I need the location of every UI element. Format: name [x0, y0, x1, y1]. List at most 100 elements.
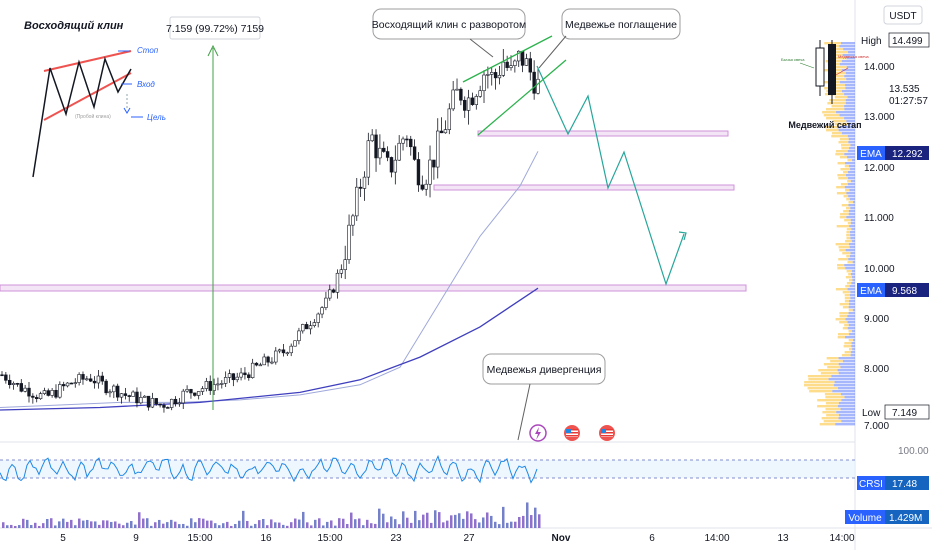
volume-profile-bar-down [850, 168, 855, 171]
volume-bar [94, 521, 97, 528]
volume-profile-bar-down [838, 129, 855, 132]
lightning-icon[interactable] [529, 424, 547, 442]
candle-body [31, 395, 35, 398]
volume-bar [262, 518, 265, 528]
candle-body [46, 390, 50, 396]
volume-profile-bar-down [850, 144, 855, 147]
volume-profile-bar-down [841, 420, 855, 423]
candle-body [393, 159, 398, 173]
candle-body [115, 385, 120, 398]
volume-profile-bar-up [835, 288, 848, 291]
volume-bar [282, 524, 285, 528]
candle-body [509, 65, 513, 68]
volume-profile-bar-up [844, 324, 849, 327]
candle-body [200, 388, 205, 392]
candle-body [459, 88, 463, 101]
volume-bar [418, 520, 421, 528]
volume-bar [254, 523, 257, 528]
setup-title: Медвежий сетап [788, 120, 861, 130]
ema-slow-line [0, 287, 539, 411]
price-tick-label: 11.000 [864, 213, 894, 224]
volume-profile-bar-down [848, 210, 855, 213]
volume-bar [386, 522, 389, 528]
currency-label[interactable]: USDT [889, 11, 916, 22]
candle-body [123, 393, 128, 396]
volume-profile-bar-up [840, 213, 849, 216]
volume-profile-bar-up [847, 159, 853, 162]
candle-body [320, 307, 324, 315]
volume-profile-bar-up [846, 282, 852, 285]
candle-body [335, 272, 340, 293]
volume-bar [510, 521, 513, 528]
candle-body [173, 398, 178, 405]
volume-bar [6, 525, 9, 528]
volume-profile-bar-down [844, 93, 855, 96]
us-flag-event-icon[interactable] [564, 425, 580, 441]
candle-body [127, 395, 131, 397]
price-tags: High 14.499 13.535 01:27:57 EMA 12.292 E… [845, 32, 930, 524]
volume-bar [370, 523, 373, 528]
volume-profile-bar-up [833, 48, 844, 51]
volume-profile-bar-up [819, 423, 836, 426]
volume-profile-bar-down [837, 405, 855, 408]
volume-bar [286, 525, 289, 528]
candle-countdown: 01:27:57 [889, 96, 928, 107]
volume-profile-bar-down [845, 318, 855, 321]
volume-bar [342, 518, 345, 528]
volume-bar [78, 518, 81, 528]
candle-body [92, 380, 97, 384]
volume-profile-bar-up [845, 189, 850, 192]
volume-profile-bar-down [844, 153, 855, 156]
volume-profile-bar-up [845, 285, 850, 288]
volume-profile-bar-down [849, 147, 855, 150]
volume-bar [206, 520, 209, 528]
volume-profile-bar-down [847, 123, 855, 126]
candle-body [38, 393, 43, 400]
volume-profile-bar-up [834, 123, 848, 126]
volume-profile-bar-down [838, 387, 855, 390]
volume-profile-bar-down [844, 117, 855, 120]
volume-profile-bar-up [832, 66, 847, 69]
candle-body [455, 88, 459, 91]
volume-profile-bar-up [832, 57, 847, 60]
volume-profile-bar-down [850, 234, 855, 237]
volume-profile-bar-down [848, 141, 855, 144]
candle-body [58, 384, 62, 398]
volume-profile-bar-up [823, 420, 842, 423]
volume-profile-bar-down [836, 411, 855, 414]
candle-body [466, 97, 471, 111]
candle-body [304, 324, 309, 330]
volume-profile-bar-up [837, 174, 847, 177]
candle-body [0, 374, 4, 377]
volume-bar [118, 523, 121, 528]
volume-bar [114, 521, 117, 528]
volume-profile-bar-up [836, 186, 845, 189]
volume-profile-bar-down [839, 63, 855, 66]
candle-body [262, 356, 266, 366]
volume-profile-bar-up [842, 306, 849, 309]
volume-profile-bar-down [846, 216, 855, 219]
volume-profile-bar-down [841, 132, 855, 135]
candle-body [42, 390, 47, 394]
volume-profile-bar-down [845, 72, 855, 75]
high-value: 14.499 [892, 36, 923, 47]
volume-bar [354, 519, 357, 528]
volume-profile-bar-up [832, 120, 847, 123]
volume-profile-bar-up [833, 84, 846, 87]
candle-body [54, 389, 58, 398]
volume-profile-bar-up [845, 276, 853, 279]
volume-profile-bar-up [842, 291, 851, 294]
candle-body [154, 398, 158, 405]
time-tick-label: 15:00 [187, 533, 212, 544]
candle-body [293, 340, 297, 347]
volume-bar [318, 518, 321, 528]
volume-bar [442, 522, 445, 528]
volume-profile-bar-up [846, 207, 851, 210]
volume-profile-bar-up [843, 171, 848, 174]
volume-profile-bar-down [831, 375, 855, 378]
us-flag-event-icon-2[interactable] [599, 425, 615, 441]
volume-profile-bar-down [840, 42, 855, 45]
volume-profile-bar-down [849, 300, 855, 303]
candle-body [382, 147, 386, 152]
